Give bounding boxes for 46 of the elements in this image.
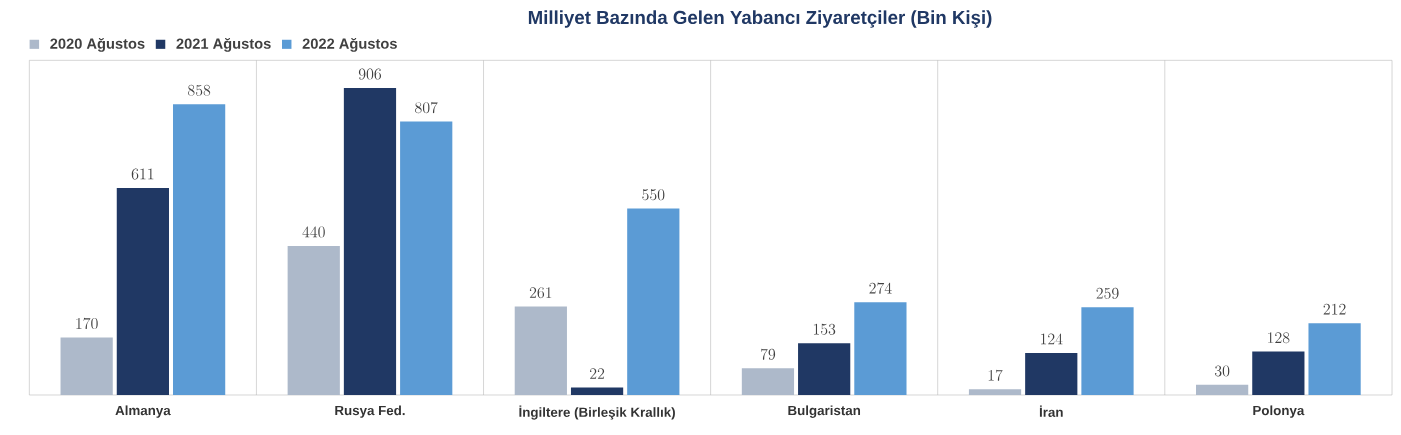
data-label: 79 (760, 348, 776, 360)
bar (798, 343, 851, 395)
bar (854, 302, 907, 395)
data-label: 153 (813, 323, 836, 335)
x-tick-label: Rusya Fed. (335, 405, 405, 418)
legend-label: 2021 Ağustos (176, 37, 271, 52)
data-label: 274 (869, 282, 892, 294)
bar (1025, 352, 1078, 395)
x-tick-label: Polonya (1253, 405, 1305, 418)
data-label: 259 (1096, 287, 1119, 299)
bar (400, 121, 453, 395)
legend-label: 2022 Ağustos (302, 37, 397, 52)
x-tick-label: Bulgaristan (788, 405, 861, 418)
bar (1196, 384, 1249, 395)
data-label: 212 (1323, 303, 1346, 315)
data-label: 22 (590, 368, 605, 379)
data-label: 440 (302, 226, 325, 238)
data-label: 858 (188, 84, 211, 96)
data-label: 17 (988, 369, 1003, 381)
bar (1081, 307, 1134, 395)
bar (514, 306, 567, 395)
bar (287, 245, 340, 395)
bar (343, 87, 397, 395)
x-tick-label: Almanya (115, 405, 171, 418)
data-label: 550 (642, 189, 665, 201)
bar (741, 368, 795, 395)
bar (1252, 351, 1305, 395)
data-label: 906 (358, 68, 382, 80)
bar (60, 337, 113, 395)
bar (570, 387, 624, 395)
data-label: 128 (1268, 332, 1290, 344)
data-label: 807 (415, 101, 438, 114)
data-label: 261 (529, 287, 552, 299)
bar (173, 104, 226, 395)
x-tick-label: İran (1039, 405, 1063, 417)
bar (627, 208, 680, 395)
legend-label: 2020 Ağustos (50, 37, 145, 52)
data-label: 170 (76, 317, 98, 330)
bar (968, 389, 1022, 395)
chart-title: Milliyet Bazında Gelen Yabancı Ziyaretçiler (Bin Kişi) (528, 10, 992, 28)
data-label: 124 (1040, 333, 1063, 345)
bar (116, 187, 169, 395)
data-label: 30 (1214, 365, 1230, 377)
x-tick-label: İngiltere (Birleşik Krallık) (519, 405, 675, 420)
data-label: 611 (131, 168, 154, 180)
bar (1308, 323, 1361, 395)
